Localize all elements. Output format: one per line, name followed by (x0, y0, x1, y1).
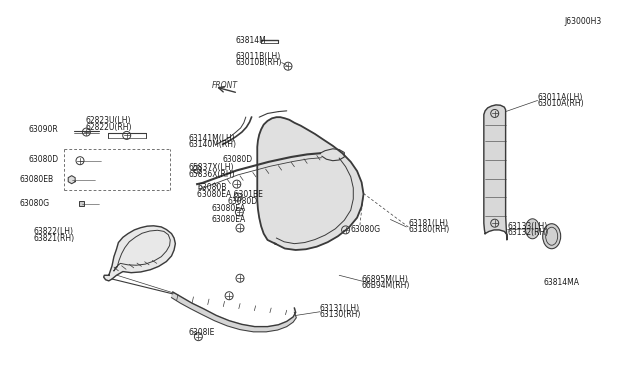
Text: 63814M: 63814M (236, 36, 266, 45)
Text: 6308IE: 6308IE (189, 328, 215, 337)
Text: 63010B(RH): 63010B(RH) (236, 58, 282, 67)
Text: 65837X(LH): 65837X(LH) (189, 163, 234, 172)
Text: 63080EA: 63080EA (211, 215, 246, 224)
Text: 63080G: 63080G (19, 199, 49, 208)
Text: 63130(RH): 63130(RH) (320, 310, 362, 319)
Text: 63140M(RH): 63140M(RH) (189, 140, 237, 149)
Text: 63141M(LH): 63141M(LH) (189, 134, 236, 142)
Text: 63133(LH): 63133(LH) (508, 222, 548, 231)
Text: 63011B(LH): 63011B(LH) (236, 52, 281, 61)
Text: 63080G: 63080G (351, 225, 381, 234)
Text: 63010A(RH): 63010A(RH) (538, 99, 584, 108)
Text: 62823U(LH): 62823U(LH) (85, 116, 131, 125)
Text: 63090R: 63090R (29, 125, 58, 134)
Text: 62822U(RH): 62822U(RH) (85, 123, 132, 132)
Text: 63080EB: 63080EB (19, 175, 53, 184)
Ellipse shape (525, 219, 540, 239)
Polygon shape (484, 105, 507, 240)
Text: 66B94M(RH): 66B94M(RH) (362, 281, 410, 290)
Text: 63080EA: 63080EA (211, 204, 246, 213)
Text: 63131(LH): 63131(LH) (320, 304, 360, 312)
Ellipse shape (543, 224, 561, 249)
Polygon shape (257, 117, 364, 250)
Text: 63080D: 63080D (223, 155, 253, 164)
Text: 63080D: 63080D (227, 197, 257, 206)
Text: 63822(LH): 63822(LH) (33, 227, 73, 236)
Text: 63080B: 63080B (197, 183, 227, 192)
Text: 63814MA: 63814MA (544, 278, 580, 287)
Text: 63011A(LH): 63011A(LH) (538, 93, 583, 102)
Text: 66895M(LH): 66895M(LH) (362, 275, 408, 284)
Text: 63181(LH): 63181(LH) (408, 219, 448, 228)
Text: J63000H3: J63000H3 (564, 17, 602, 26)
Polygon shape (172, 292, 296, 332)
Polygon shape (104, 226, 175, 281)
Text: 63080D: 63080D (29, 155, 59, 164)
Polygon shape (68, 176, 75, 184)
Text: FRONT: FRONT (212, 81, 238, 90)
Bar (79, 201, 84, 206)
Text: 65836X(RH): 65836X(RH) (189, 170, 236, 179)
Text: 63180(RH): 63180(RH) (408, 225, 449, 234)
Text: 63080EA 6301BE: 63080EA 6301BE (197, 190, 263, 199)
Text: 63821(RH): 63821(RH) (33, 234, 74, 243)
Text: 63132(RH): 63132(RH) (508, 228, 548, 237)
